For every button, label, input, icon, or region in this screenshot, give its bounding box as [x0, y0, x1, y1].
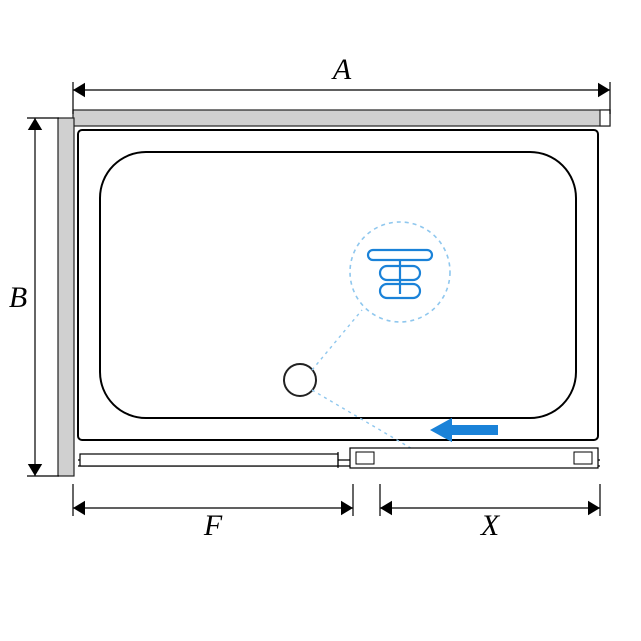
dimension-label-a: A	[331, 53, 352, 86]
shower-tray	[78, 130, 598, 440]
drain	[284, 364, 316, 396]
dimension-label-x: X	[480, 509, 501, 542]
diagram-root: RGW A B F X	[0, 0, 641, 641]
dimension-label-f: F	[203, 509, 223, 542]
dimension-label-b: B	[9, 281, 27, 314]
door-assembly	[78, 448, 600, 468]
